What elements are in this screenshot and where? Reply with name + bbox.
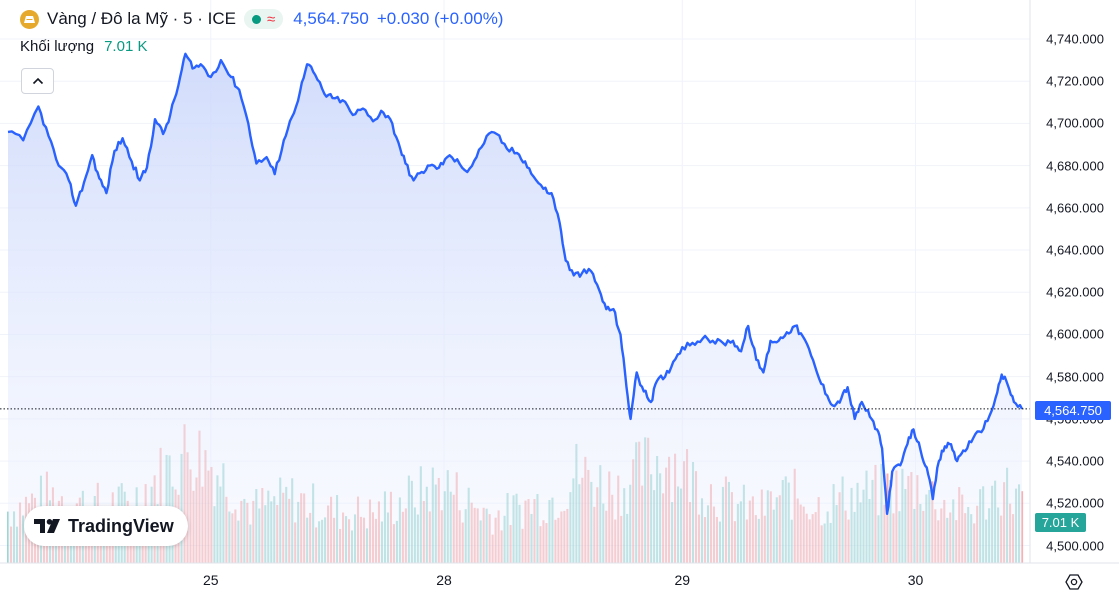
price-tick-label: 4,640.000 xyxy=(1046,242,1104,258)
settings-hex-icon xyxy=(1065,574,1083,590)
tradingview-logo-text: TradingView xyxy=(68,515,174,536)
price-tick-label: 4,500.000 xyxy=(1046,538,1104,553)
market-status-badge[interactable]: ≈ xyxy=(243,9,284,29)
volume-value: 7.01 K xyxy=(104,38,148,55)
last-price-tag: 4,564.750 xyxy=(1035,401,1111,420)
price-area-fill xyxy=(8,53,1022,564)
price-tick-label: 4,540.000 xyxy=(1046,453,1104,469)
price-change-value: +0.030 (+0.00%) xyxy=(376,9,504,28)
collapse-legend-button[interactable] xyxy=(21,68,54,94)
delayed-data-icon: ≈ xyxy=(266,10,276,28)
price-tick-label: 4,700.000 xyxy=(1046,115,1104,131)
tradingview-logo[interactable]: TradingView xyxy=(24,506,188,546)
price-tick-label: 4,600.000 xyxy=(1046,326,1104,342)
price-tick-label: 4,580.000 xyxy=(1046,369,1104,385)
volume-legend[interactable]: Khối lượng 7.01 K xyxy=(20,38,147,55)
time-tick-label: 29 xyxy=(674,572,691,588)
chart-settings-button[interactable] xyxy=(1064,572,1084,592)
price-tick-label: 4,720.000 xyxy=(1046,73,1104,89)
price-tick-label: 4,660.000 xyxy=(1046,200,1104,216)
tradingview-mark-icon xyxy=(34,519,60,533)
symbol-legend[interactable]: Vàng / Đô la Mỹ · 5 · ICE ≈ 4,564.750 +0… xyxy=(20,8,503,30)
volume-bar xyxy=(1021,491,1024,563)
gold-bar-icon xyxy=(20,9,39,29)
price-line xyxy=(7,52,1024,515)
time-tick-label: 30 xyxy=(907,572,924,588)
chevron-up-icon xyxy=(32,77,43,85)
time-tick-label: 25 xyxy=(203,572,219,588)
volume-label: Khối lượng xyxy=(20,38,95,55)
price-tick-label: 4,740.000 xyxy=(1046,31,1104,47)
last-price-value: 4,564.750 xyxy=(293,9,369,28)
volume-last-tag: 7.01 K xyxy=(1035,513,1086,532)
price-tick-label: 4,680.000 xyxy=(1046,158,1104,174)
price-tick-label: 4,520.000 xyxy=(1046,495,1104,511)
market-open-dot-icon xyxy=(251,14,261,24)
price-tick-label: 4,620.000 xyxy=(1046,284,1104,300)
symbol-title[interactable]: Vàng / Đô la Mỹ · 5 · ICE xyxy=(47,9,236,28)
time-tick-label: 28 xyxy=(436,572,452,588)
